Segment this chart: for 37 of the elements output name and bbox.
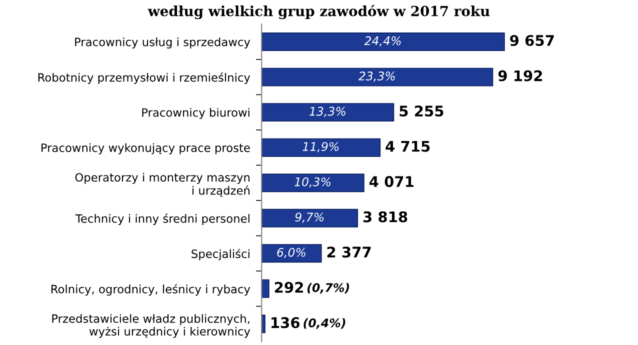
annotation: (0,4%) bbox=[304, 318, 346, 329]
bar bbox=[262, 138, 381, 157]
y-tick-label: Operatorzy i monterzy maszyn i urządzeń bbox=[75, 172, 250, 197]
y-tick-label: Robotnicy przemysłowi i rzemieślnicy bbox=[38, 72, 250, 84]
y-tick-label: Rolnicy, ogrodnicy, leśnicy i rybacy bbox=[51, 284, 250, 296]
bar bbox=[262, 103, 394, 122]
y-tick-label: Pracownicy usług i sprzedawcy bbox=[75, 37, 250, 48]
bar bbox=[262, 314, 266, 334]
data-label: 4 071 bbox=[369, 176, 414, 188]
bar bbox=[262, 32, 505, 52]
y-tick-label: Technicy i inny średni personel bbox=[75, 214, 250, 226]
data-label: 9 192 bbox=[498, 70, 542, 82]
data-label: 136 bbox=[272, 317, 300, 328]
annotation: 23,3% bbox=[358, 72, 395, 82]
annotation: 11,9% bbox=[302, 142, 339, 152]
y-tick-label: Specjaliści bbox=[192, 248, 250, 260]
chart-title: według wielkich grup zawodów w 2017 roku bbox=[148, 4, 490, 20]
annotation: 13,3% bbox=[309, 106, 346, 117]
annotation: (0,7%) bbox=[307, 282, 350, 294]
y-tick-label: Przedstawiciele władz publicznych, wyżsi urzędnicy i kierownicy bbox=[52, 314, 250, 338]
data-label: 3 818 bbox=[363, 211, 408, 222]
bar bbox=[262, 208, 358, 228]
bar bbox=[262, 279, 270, 298]
bar bbox=[262, 174, 364, 192]
data-label: 9 657 bbox=[510, 35, 554, 46]
y-tick-label: Pracownicy wykonujący prace proste bbox=[41, 143, 250, 154]
data-label: 5 255 bbox=[400, 106, 444, 117]
annotation: 9,7% bbox=[295, 212, 324, 223]
data-label: 292 bbox=[274, 282, 303, 293]
y-tick-label: Pracownicy biurowi bbox=[142, 108, 250, 120]
annotation: 24,4% bbox=[364, 36, 401, 46]
bar bbox=[262, 244, 322, 263]
annotation: 6,0% bbox=[277, 248, 306, 258]
data-label: 2 377 bbox=[327, 246, 371, 258]
annotation: 10,3% bbox=[294, 177, 330, 188]
bar bbox=[262, 68, 494, 86]
data-label: 4 715 bbox=[386, 140, 430, 152]
